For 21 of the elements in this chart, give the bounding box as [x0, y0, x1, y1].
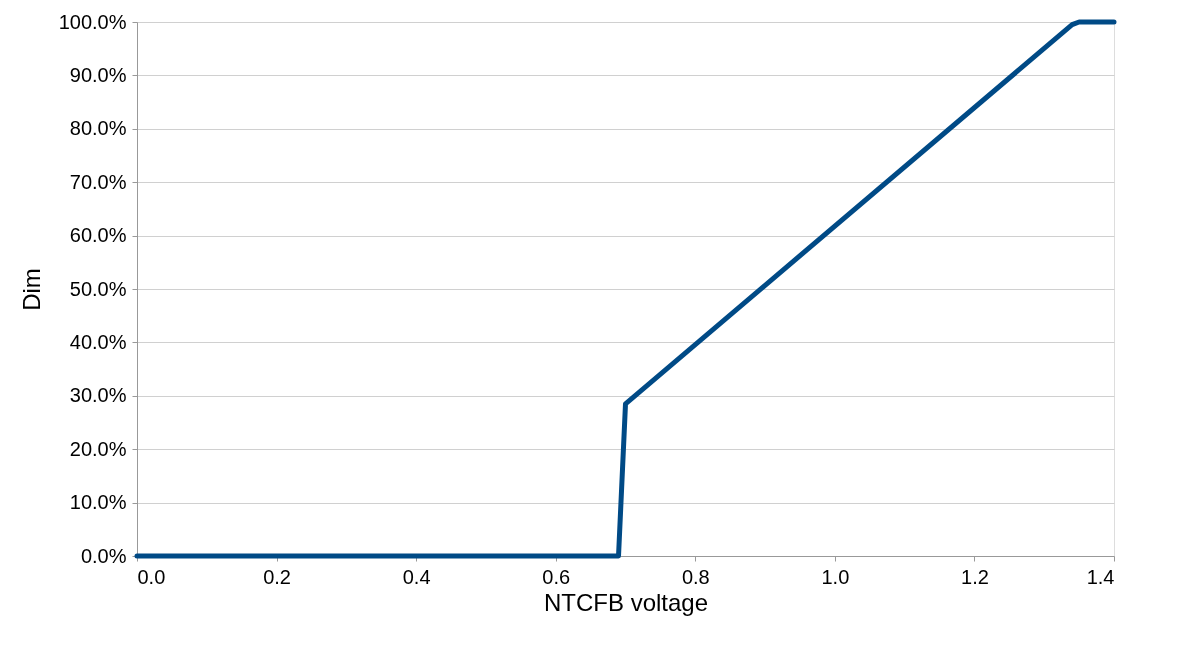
- x-tick-label: 0.4: [402, 565, 431, 588]
- y-tick-label: 80.0%: [69, 117, 127, 140]
- x-axis-title: NTCFB voltage: [543, 588, 709, 616]
- y-tick-label: 100.0%: [58, 10, 127, 33]
- y-tick-label: 40.0%: [69, 330, 127, 353]
- y-tick-label: 10.0%: [69, 491, 127, 514]
- y-tick-label: 60.0%: [69, 224, 127, 247]
- y-tick-label: 50.0%: [69, 277, 127, 300]
- x-tick-label: 0.8: [681, 565, 710, 588]
- y-axis-title: Dim: [17, 268, 45, 311]
- x-tick-label: 1.4: [1086, 565, 1115, 588]
- y-tick-label: 70.0%: [69, 170, 127, 193]
- y-tick-label: 20.0%: [69, 437, 127, 460]
- x-tick-label: 1.0: [821, 565, 850, 588]
- x-tick-label: 0.0: [137, 565, 166, 588]
- y-tick-label: 30.0%: [69, 384, 127, 407]
- y-tick-label: 0.0%: [80, 544, 127, 567]
- x-tick-label: 1.2: [961, 565, 989, 588]
- x-tick-label: 0.6: [542, 565, 571, 588]
- y-tick-label: 90.0%: [69, 63, 127, 86]
- x-tick-label: 0.2: [263, 565, 291, 588]
